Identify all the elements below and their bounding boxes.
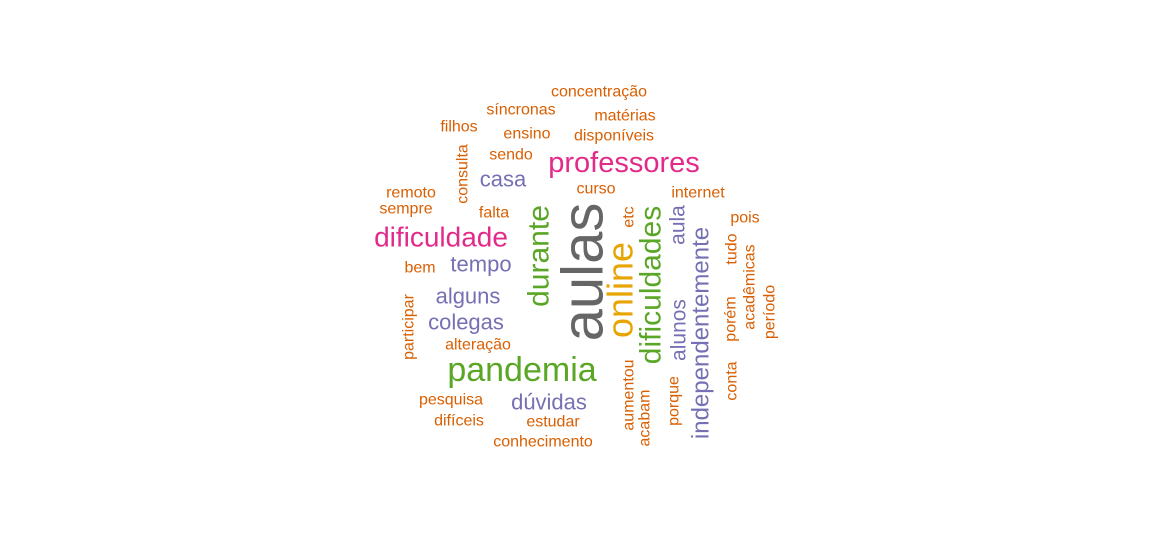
word-alteração: alteração <box>445 337 511 354</box>
word-pois: pois <box>730 210 759 227</box>
word-pesquisa: pesquisa <box>419 392 483 409</box>
word-casa: casa <box>480 167 527 192</box>
word-dificuldades: dificuldades <box>635 206 668 364</box>
word-porque: porque <box>666 376 683 426</box>
word-estudar: estudar <box>526 414 580 431</box>
word-concentração: concentração <box>551 84 647 101</box>
word-sendo: sendo <box>489 147 533 164</box>
word-participar: participar <box>401 293 418 359</box>
word-aula: aula <box>667 205 690 245</box>
word-acadêmicas: acadêmicas <box>742 244 759 329</box>
word-alguns: alguns <box>436 284 501 309</box>
word-dúvidas: dúvidas <box>511 390 587 415</box>
word-pandemia: pandemia <box>447 351 596 389</box>
word-curso: curso <box>576 181 615 198</box>
word-aumentou: aumentou <box>621 359 638 430</box>
word-síncronas: síncronas <box>486 102 555 119</box>
word-durante: durante <box>523 205 556 307</box>
word-aulas: aulas <box>551 203 616 342</box>
word-difíceis: difíceis <box>434 413 484 430</box>
word-acabam: acabam <box>637 390 654 447</box>
word-consulta: consulta <box>455 144 472 204</box>
word-filhos: filhos <box>440 119 477 136</box>
word-ensino: ensino <box>503 126 550 143</box>
word-internet: internet <box>671 185 725 202</box>
word-porém: porém <box>723 296 740 341</box>
word-professores: professores <box>548 147 700 179</box>
word-sempre: sempre <box>379 201 432 218</box>
word-falta: falta <box>479 205 509 222</box>
word-bem: bem <box>404 260 435 277</box>
word-etc: etc <box>621 206 638 227</box>
word-período: período <box>762 285 779 339</box>
word-colegas: colegas <box>428 310 504 335</box>
word-alunos: alunos <box>668 299 691 361</box>
word-independentemente: independentemente <box>688 227 715 439</box>
word-tudo: tudo <box>724 233 741 264</box>
word-conta: conta <box>724 361 741 400</box>
word-dificuldade: dificuldade <box>374 222 508 253</box>
word-tempo: tempo <box>450 252 511 277</box>
word-disponíveis: disponíveis <box>574 128 654 145</box>
word-online: online <box>600 242 641 338</box>
word-matérias: matérias <box>594 108 655 125</box>
word-conhecimento: conhecimento <box>493 434 593 451</box>
word-remoto: remoto <box>386 185 436 202</box>
